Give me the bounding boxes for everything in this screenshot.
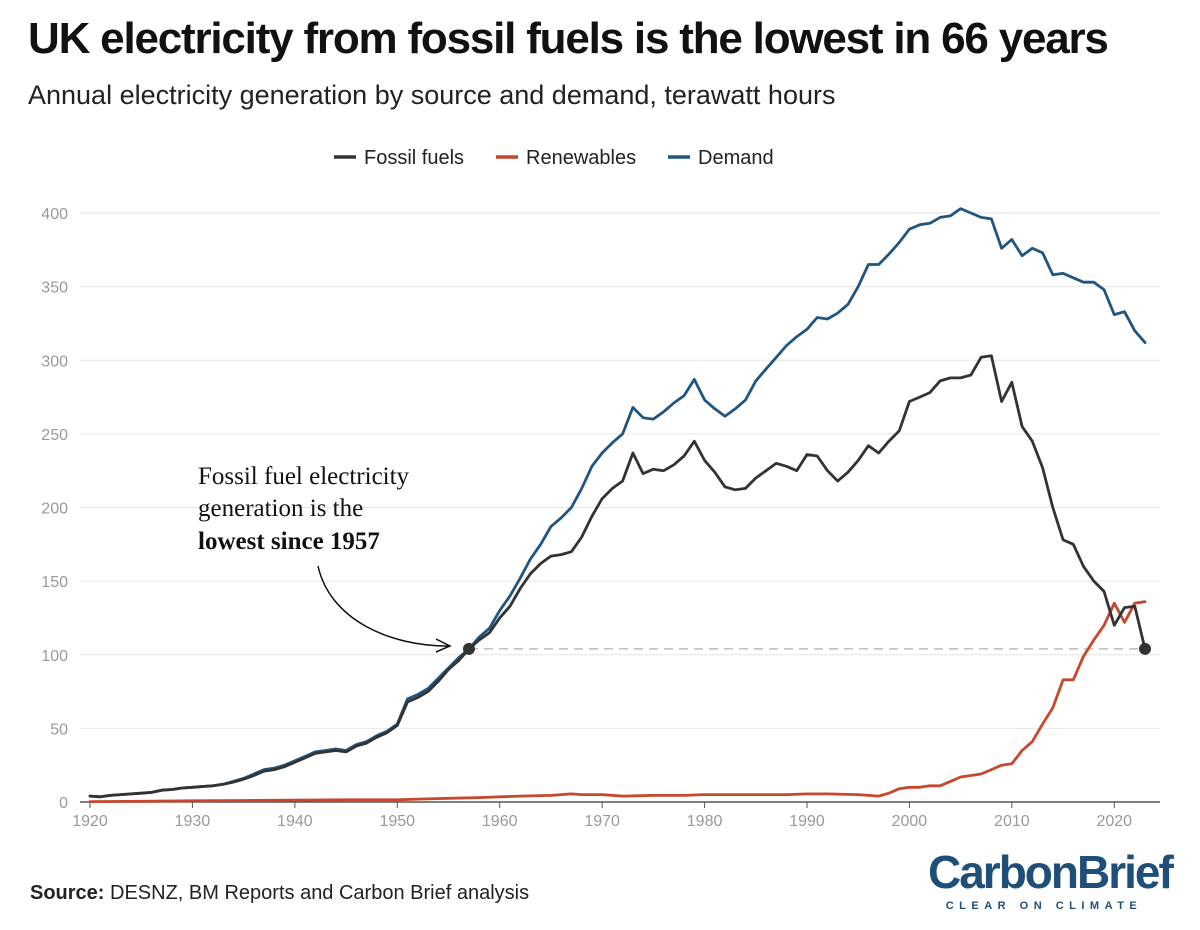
source-text: DESNZ, BM Reports and Carbon Brief analy…: [104, 882, 530, 904]
annotation-line-2: generation is the: [198, 495, 363, 522]
y-tick-label-200: 200: [41, 501, 68, 518]
highlight-point-1957: [462, 642, 475, 655]
source-label: Source:: [30, 882, 105, 904]
highlight-point-2023: [1139, 642, 1151, 655]
y-tick-label-350: 350: [41, 280, 68, 297]
y-tick-label-300: 300: [41, 353, 68, 370]
carbon-brief-logo: CarbonBrief CLEAR ON CLIMATE: [928, 846, 1174, 912]
chart-title: UK electricity from fossil fuels is the …: [28, 14, 1109, 63]
y-tick-label-150: 150: [41, 574, 68, 591]
x-tick-label-1980: 1980: [687, 813, 723, 830]
series-lines: [88, 207, 1147, 803]
series-line-fossil-fuels: [88, 354, 1147, 799]
legend-label-fossil: Fossil fuels: [364, 147, 464, 169]
annotation: Fossil fuel electricity generation is th…: [198, 463, 452, 653]
chart-legend: Fossil fuels Renewables Demand: [334, 147, 774, 169]
gridlines: [80, 212, 1160, 729]
y-tick-label-100: 100: [41, 648, 68, 665]
x-axis-ticks: 1920 1930 1940 1950 1960 1970 1980 1990 2000 2010…: [72, 802, 1132, 830]
y-tick-label-0: 0: [59, 795, 68, 812]
highlight-points: [462, 642, 1151, 655]
annotation-arrowhead: [435, 638, 452, 653]
x-tick-label-2010: 2010: [994, 813, 1030, 830]
x-tick-label-1970: 1970: [584, 813, 620, 830]
annotation-line-1: Fossil fuel electricity: [198, 463, 410, 490]
x-tick-label-2000: 2000: [892, 813, 928, 830]
annotation-arrow: [317, 565, 449, 647]
x-tick-label-1930: 1930: [175, 813, 211, 830]
x-tick-label-2020: 2020: [1096, 813, 1132, 830]
x-tick-label-1960: 1960: [482, 813, 518, 830]
legend-label-renewables: Renewables: [526, 147, 636, 169]
x-tick-label-1950: 1950: [379, 813, 415, 830]
y-axis-ticks: 0 50 100 150 200 250 300 350 400: [41, 206, 68, 812]
x-tick-label-1940: 1940: [277, 813, 313, 830]
chart-subtitle: Annual electricity generation by source …: [28, 80, 836, 110]
y-tick-label-250: 250: [41, 427, 68, 444]
series-line-demand: [88, 207, 1147, 799]
legend-label-demand: Demand: [698, 147, 774, 169]
logo-tagline: CLEAR ON CLIMATE: [945, 900, 1143, 912]
y-tick-label-50: 50: [50, 721, 68, 738]
series-line-renewables: [88, 600, 1147, 803]
x-tick-label-1920: 1920: [72, 813, 108, 830]
annotation-line-3: lowest since 1957: [198, 528, 380, 555]
source-note: Source: DESNZ, BM Reports and Carbon Bri…: [30, 882, 529, 905]
y-tick-label-400: 400: [41, 206, 68, 223]
x-tick-label-1990: 1990: [789, 813, 825, 830]
logo-wordmark: CarbonBrief: [928, 846, 1174, 898]
